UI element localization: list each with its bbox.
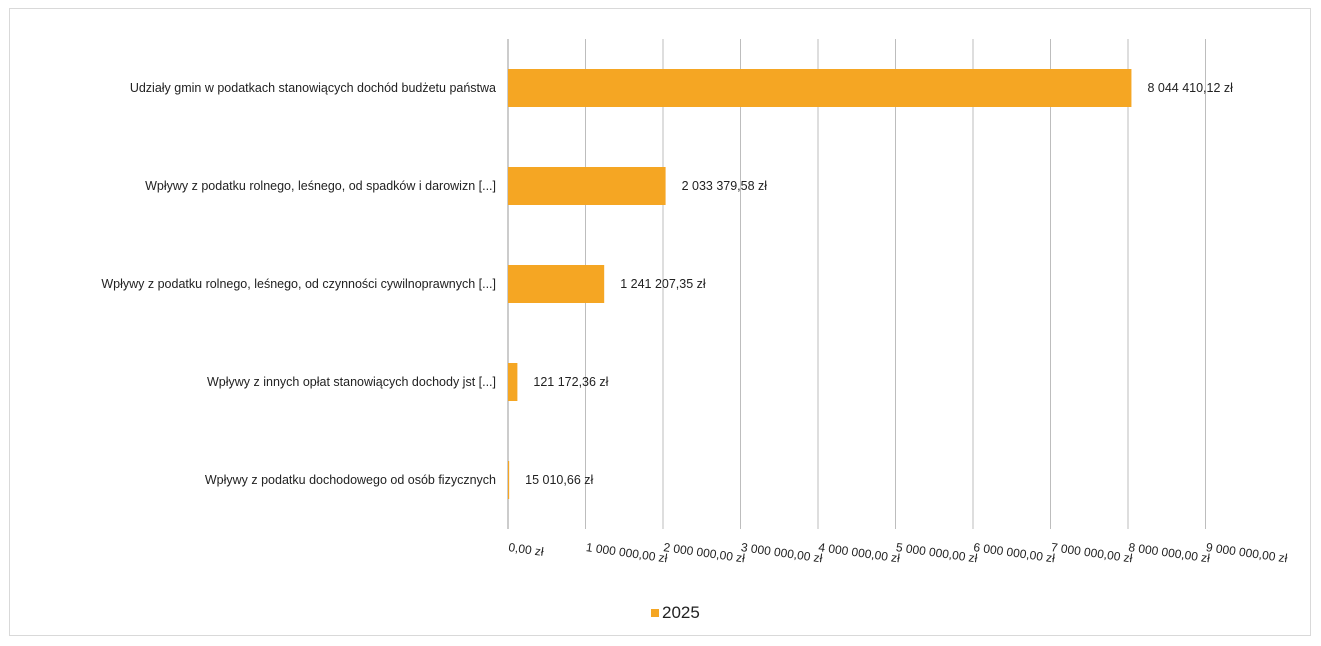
x-tick-label: 3 000 000,00 zł [740,540,824,565]
bars [508,69,1132,499]
legend-label: 2025 [662,603,700,622]
x-tick-label: 1 000 000,00 zł [585,540,669,565]
bar [508,167,666,205]
bar [508,69,1132,107]
value-labels: 8 044 410,12 zł 2 033 379,58 zł 1 241 207,… [525,81,1233,487]
legend: 2025 [651,603,700,622]
legend-swatch [651,609,659,617]
x-tick-label: 6 000 000,00 zł [973,540,1057,565]
x-tick-label: 0,00 zł [508,540,545,559]
data-label: 2 033 379,58 zł [682,179,768,193]
category-label: Wpływy z podatku rolnego, leśnego, od cz… [101,277,496,291]
x-tick-label: 4 000 000,00 zł [818,540,902,565]
bar [508,461,510,499]
bar [508,363,518,401]
category-label: Wpływy z podatku dochodowego od osób fiz… [205,473,496,487]
category-label: Wpływy z podatku rolnego, leśnego, od sp… [145,179,496,193]
data-label: 1 241 207,35 zł [620,277,706,291]
data-label: 121 172,36 zł [533,375,608,389]
data-label: 8 044 410,12 zł [1147,81,1233,95]
x-tick-label: 2 000 000,00 zł [663,540,747,565]
x-tick-labels: 0,00 zł 1 000 000,00 zł2 000 000,00 zł3 0… [508,540,1289,565]
category-label: Udziały gmin w podatkach stanowiących do… [130,81,496,95]
category-label: Wpływy z innych opłat stanowiących docho… [207,375,496,389]
bar-chart: Udziały gmin w podatkach stanowiących do… [101,39,1289,622]
bar [508,265,605,303]
category-labels: Udziały gmin w podatkach stanowiących do… [101,81,496,487]
x-tick-label: 8 000 000,00 zł [1128,540,1212,565]
gridlines [507,39,1206,529]
chart-frame: Udziały gmin w podatkach stanowiących do… [9,8,1311,636]
x-tick-label: 7 000 000,00 zł [1050,540,1134,565]
x-tick-label: 9 000 000,00 zł [1205,540,1289,565]
x-tick-label: 5 000 000,00 zł [895,540,979,565]
data-label: 15 010,66 zł [525,473,593,487]
